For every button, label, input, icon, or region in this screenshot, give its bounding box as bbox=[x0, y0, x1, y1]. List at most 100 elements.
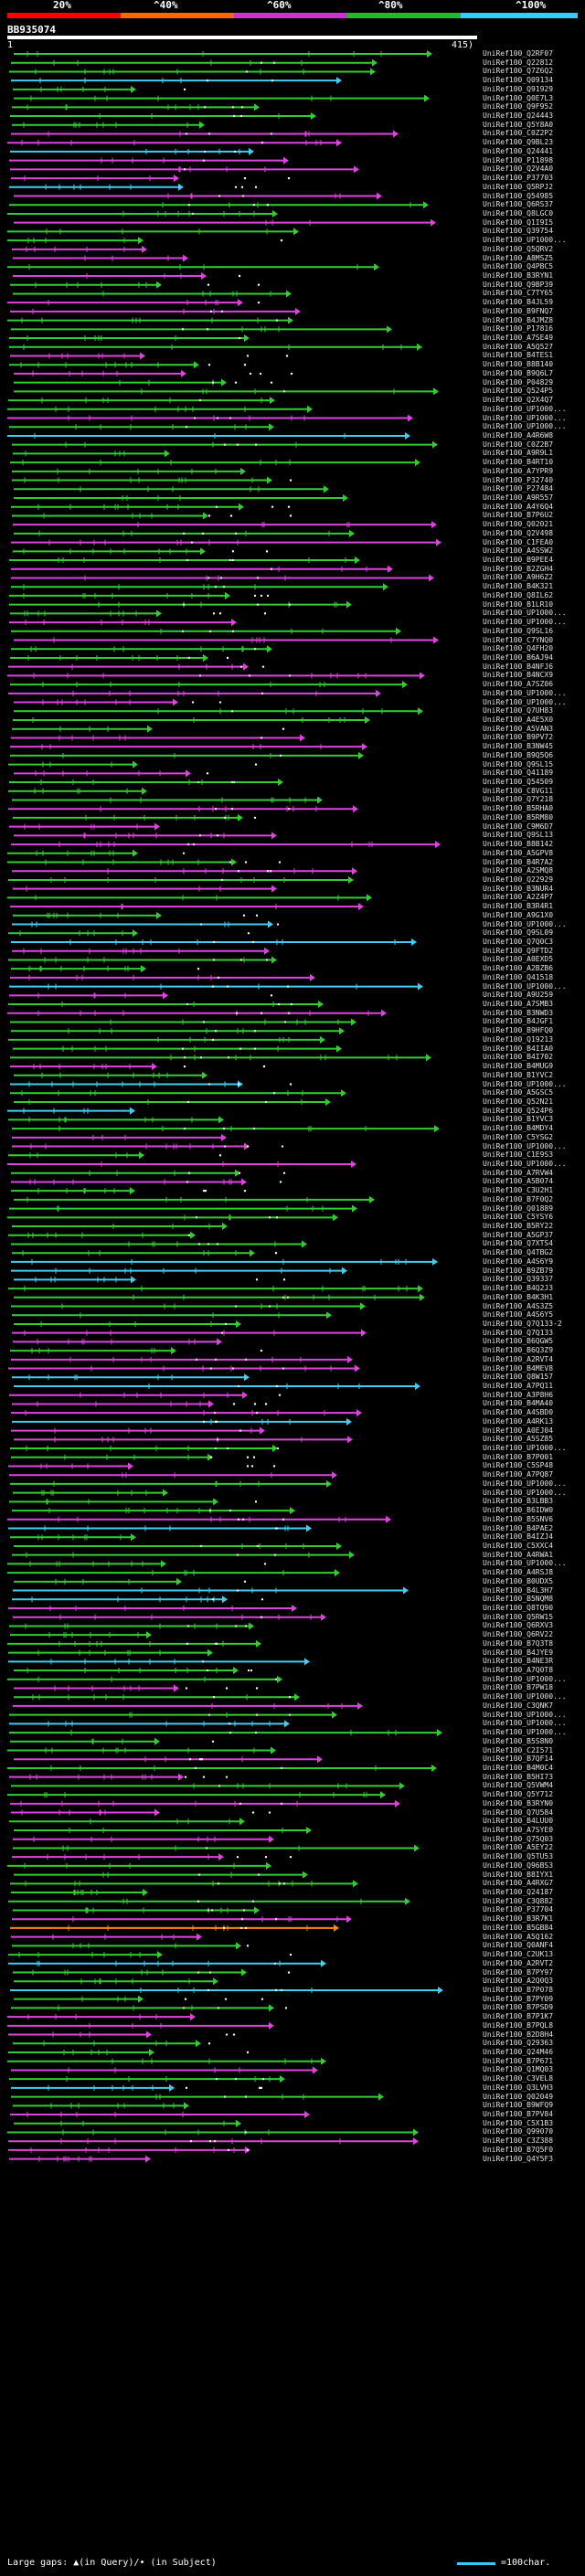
hit-alignment[interactable] bbox=[10, 1880, 358, 1888]
hit-label[interactable]: UniRef100_Q9SL13 bbox=[483, 831, 554, 840]
hit-label[interactable]: UniRef100_B8B140 bbox=[483, 360, 554, 369]
hit-alignment[interactable] bbox=[14, 485, 329, 493]
hit-alignment[interactable] bbox=[7, 414, 413, 422]
hit-label[interactable]: UniRef100_A7YPR9 bbox=[483, 466, 554, 475]
hit-alignment[interactable] bbox=[12, 947, 270, 955]
hit-alignment[interactable] bbox=[8, 1116, 224, 1124]
hit-label[interactable]: UniRef100_B2D8H4 bbox=[483, 2030, 554, 2039]
hit-label[interactable]: UniRef100_B4K3H1 bbox=[483, 1292, 554, 1301]
hit-label[interactable]: UniRef100_P37703 bbox=[483, 174, 554, 183]
hit-alignment[interactable] bbox=[11, 645, 272, 653]
hit-label[interactable]: UniRef100_Q24M46 bbox=[483, 2048, 554, 2056]
hit-alignment[interactable] bbox=[8, 1151, 222, 1160]
hit-label[interactable]: UniRef100_B4L3H7 bbox=[483, 1585, 554, 1595]
hit-label[interactable]: UniRef100_B4MEV8 bbox=[483, 1363, 554, 1373]
hit-label[interactable]: UniRef100_Q5RW15 bbox=[483, 1612, 554, 1621]
hit-label[interactable]: UniRef100_A7Q0T8 bbox=[483, 1666, 554, 1675]
hit-label[interactable]: UniRef100_B1YVC2 bbox=[483, 1070, 554, 1079]
hit-label[interactable]: UniRef100_Q2V498 bbox=[483, 528, 554, 537]
hit-alignment[interactable] bbox=[12, 121, 205, 129]
hit-alignment[interactable] bbox=[14, 1383, 420, 1390]
hit-label[interactable]: UniRef100_B5RHA0 bbox=[483, 804, 554, 813]
hit-alignment[interactable] bbox=[10, 1063, 266, 1071]
hit-alignment[interactable] bbox=[11, 1257, 438, 1266]
hit-alignment[interactable] bbox=[14, 707, 423, 716]
hit-label[interactable]: UniRef100_A2Q0Q3 bbox=[483, 1977, 554, 1986]
hit-alignment[interactable] bbox=[10, 1018, 356, 1026]
hit-alignment[interactable] bbox=[13, 547, 269, 556]
hit-label[interactable]: UniRef100_A4SBD0 bbox=[483, 1408, 554, 1417]
hit-alignment[interactable] bbox=[9, 982, 423, 991]
hit-alignment[interactable] bbox=[7, 1675, 282, 1683]
hit-label[interactable]: UniRef100_UP1000... bbox=[483, 618, 567, 627]
hit-label[interactable]: UniRef100_Q9SL09 bbox=[483, 928, 554, 938]
hit-alignment[interactable] bbox=[14, 50, 432, 58]
hit-alignment[interactable] bbox=[10, 681, 408, 689]
hit-label[interactable]: UniRef100_B4RT10 bbox=[483, 458, 554, 467]
hit-label[interactable]: UniRef100_C3Z388 bbox=[483, 2136, 554, 2146]
hit-label[interactable]: UniRef100_A4RWA1 bbox=[483, 1550, 554, 1559]
hit-label[interactable]: UniRef100_Q3LVH3 bbox=[483, 2083, 554, 2092]
hit-alignment[interactable] bbox=[11, 1782, 405, 1790]
hit-label[interactable]: UniRef100_A4S6Y5 bbox=[483, 1310, 554, 1320]
hit-alignment[interactable] bbox=[7, 405, 313, 413]
hit-alignment[interactable] bbox=[7, 1746, 276, 1754]
hit-label[interactable]: UniRef100_B9PV72 bbox=[483, 733, 554, 742]
hit-alignment[interactable] bbox=[14, 1755, 323, 1764]
hit-label[interactable]: UniRef100_UP1000... bbox=[483, 413, 567, 422]
hit-label[interactable]: UniRef100_UP1000... bbox=[483, 1710, 567, 1719]
hit-alignment[interactable] bbox=[10, 1479, 332, 1488]
hit-label[interactable]: UniRef100_Q6RV22 bbox=[483, 1630, 554, 1639]
hit-label[interactable]: UniRef100_A7SMB3 bbox=[483, 1000, 554, 1009]
hit-label[interactable]: UniRef100_Q75Q03 bbox=[483, 1834, 554, 1843]
hit-alignment[interactable] bbox=[11, 1933, 202, 1941]
hit-label[interactable]: UniRef100_UP1000... bbox=[483, 236, 567, 245]
hit-alignment[interactable] bbox=[9, 822, 160, 831]
hit-label[interactable]: UniRef100_Q22812 bbox=[483, 58, 554, 67]
hit-label[interactable]: UniRef100_C5X1B3 bbox=[483, 2118, 554, 2127]
hit-alignment[interactable] bbox=[8, 397, 275, 405]
hit-label[interactable]: UniRef100_Q5Y712 bbox=[483, 1790, 554, 1799]
hit-alignment[interactable] bbox=[8, 875, 354, 884]
hit-label[interactable]: UniRef100_Q7U584 bbox=[483, 1807, 554, 1817]
hit-alignment[interactable] bbox=[10, 1089, 346, 1097]
hit-alignment[interactable] bbox=[11, 503, 291, 511]
hit-alignment[interactable] bbox=[14, 1827, 312, 1834]
hit-label[interactable]: UniRef100_Q6RS37 bbox=[483, 200, 554, 209]
hit-alignment[interactable] bbox=[7, 228, 299, 236]
hit-label[interactable]: UniRef100_C3VEL8 bbox=[483, 2074, 554, 2083]
hit-label[interactable]: UniRef100_Q91929 bbox=[483, 84, 554, 93]
hit-alignment[interactable] bbox=[13, 1044, 342, 1053]
hit-alignment[interactable] bbox=[11, 965, 200, 973]
hit-label[interactable]: UniRef100_Q0E7L3 bbox=[483, 93, 554, 102]
hit-label[interactable]: UniRef100_Q02049 bbox=[483, 2092, 554, 2101]
hit-alignment[interactable] bbox=[7, 237, 283, 245]
hit-alignment[interactable] bbox=[12, 1417, 352, 1426]
hit-label[interactable]: UniRef100_P17816 bbox=[483, 324, 554, 334]
hit-label[interactable]: UniRef100_B7PQL8 bbox=[483, 2020, 554, 2030]
hit-alignment[interactable] bbox=[10, 1533, 136, 1542]
hit-alignment[interactable] bbox=[13, 85, 186, 93]
hit-alignment[interactable] bbox=[10, 307, 301, 315]
hit-label[interactable]: UniRef100_B3LBB3 bbox=[483, 1497, 554, 1506]
hit-label[interactable]: UniRef100_B4Q2J3 bbox=[483, 1284, 554, 1293]
hit-label[interactable]: UniRef100_B5RM80 bbox=[483, 812, 554, 822]
hit-alignment[interactable] bbox=[12, 796, 323, 804]
hit-alignment[interactable] bbox=[7, 209, 278, 217]
hit-label[interactable]: UniRef100_UP1000... bbox=[483, 422, 567, 431]
hit-alignment[interactable] bbox=[10, 1799, 400, 1807]
hit-alignment[interactable] bbox=[7, 1764, 437, 1772]
hit-label[interactable]: UniRef100_Q5VWM4 bbox=[483, 1781, 554, 1790]
hit-alignment[interactable] bbox=[7, 139, 342, 147]
hit-alignment[interactable] bbox=[11, 1267, 347, 1275]
hit-label[interactable]: UniRef100_B8IYX1 bbox=[483, 1870, 554, 1879]
hit-alignment[interactable] bbox=[12, 1329, 367, 1337]
hit-label[interactable]: UniRef100_A4RK13 bbox=[483, 1416, 554, 1426]
hit-label[interactable]: UniRef100_A7SE49 bbox=[483, 334, 554, 343]
hit-alignment[interactable] bbox=[9, 2075, 285, 2083]
hit-label[interactable]: UniRef100_A9U259 bbox=[483, 991, 554, 1000]
hit-alignment[interactable] bbox=[11, 734, 305, 742]
hit-alignment[interactable] bbox=[10, 653, 229, 662]
hit-label[interactable]: UniRef100_B2ZGH4 bbox=[483, 564, 554, 573]
hit-alignment[interactable] bbox=[13, 911, 259, 919]
